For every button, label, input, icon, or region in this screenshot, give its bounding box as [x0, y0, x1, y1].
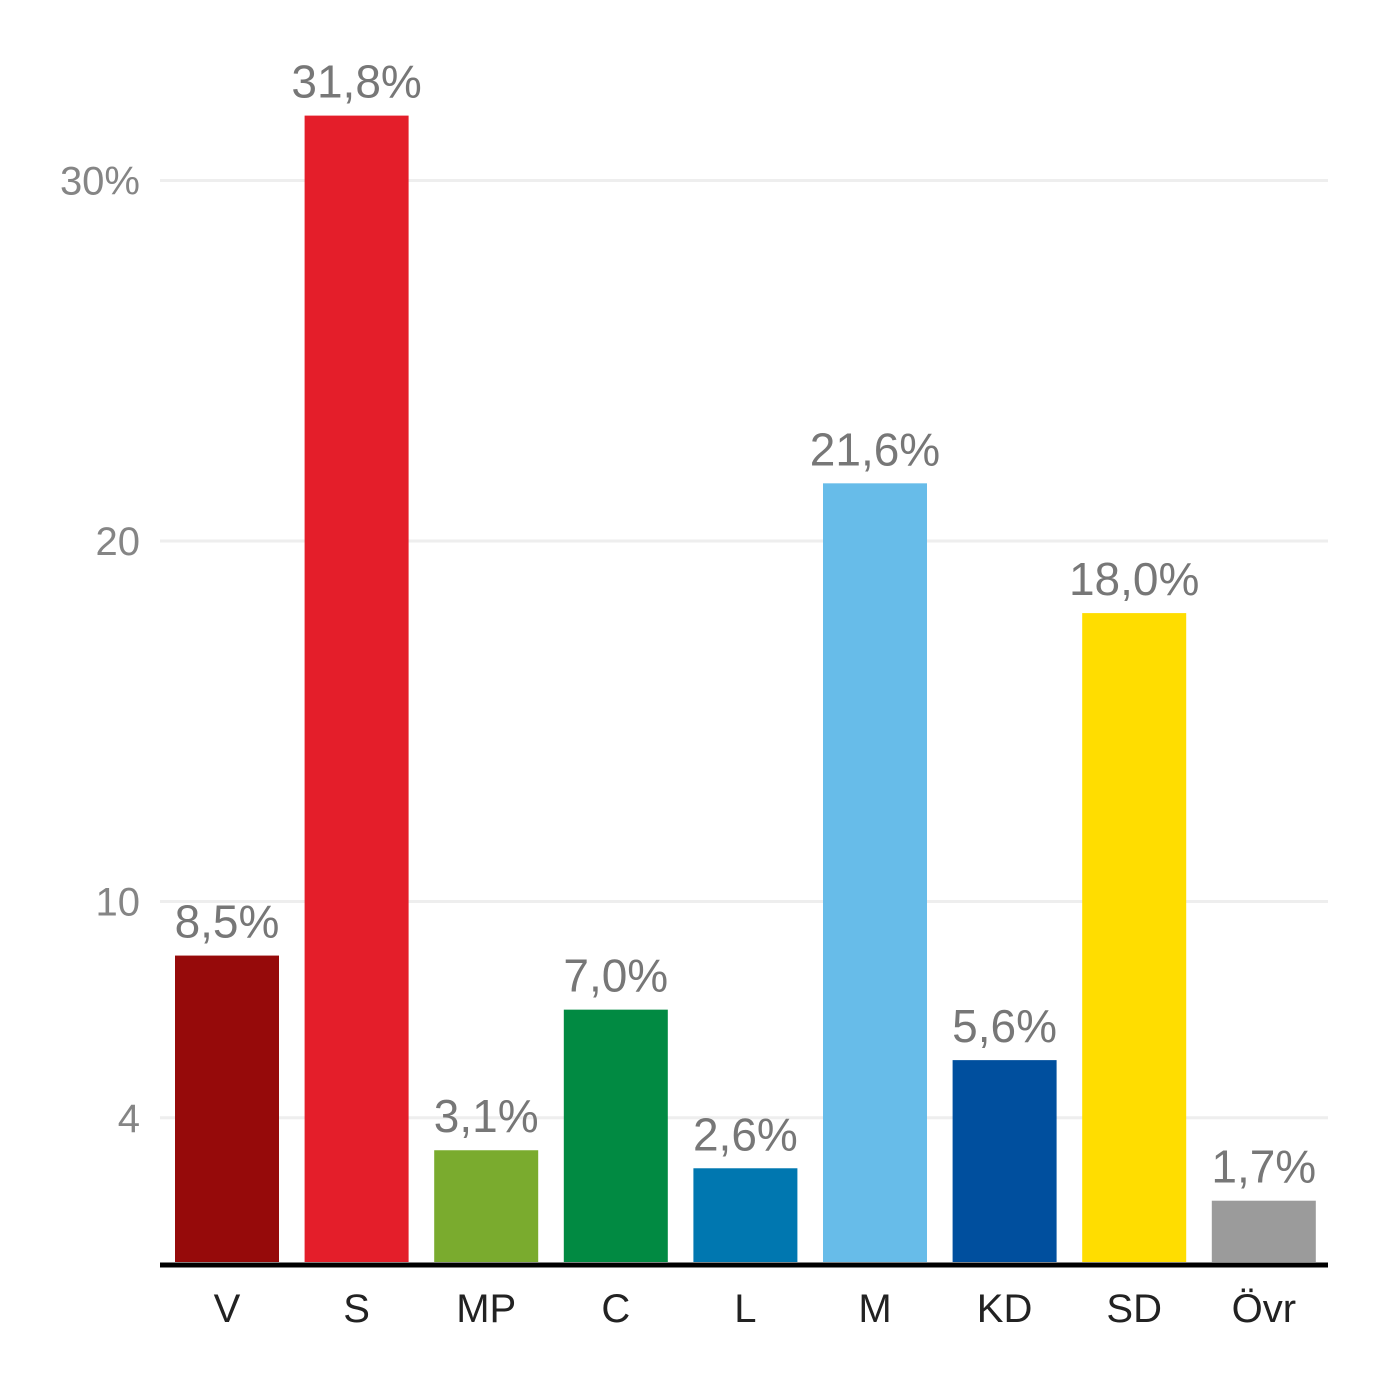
value-label-s: 31,8% — [291, 56, 421, 108]
bar-m — [823, 483, 927, 1262]
category-label-mp: MP — [456, 1287, 516, 1331]
value-label-l: 2,6% — [693, 1108, 798, 1160]
category-label-m: M — [858, 1287, 891, 1331]
y-tick-label: 10 — [96, 881, 141, 925]
y-tick-label: 20 — [96, 520, 141, 564]
bar-mp — [434, 1150, 539, 1262]
bar-v — [175, 955, 279, 1262]
value-labels: 8,5% 31,8% 3,1% 7,0% 2,6% 21,6% 5,6% 18,0% 1,7% — [175, 56, 1317, 1193]
value-label-sd: 18,0% — [1069, 553, 1199, 605]
value-label-vr: 1,7% — [1211, 1141, 1316, 1193]
category-label-vr: Övr — [1232, 1287, 1296, 1331]
x-axis-labels: V S MP C L M KD SD Övr — [214, 1287, 1296, 1331]
value-label-kd: 5,6% — [952, 1000, 1057, 1052]
category-label-v: V — [214, 1287, 241, 1331]
y-tick-label: 4 — [118, 1097, 140, 1141]
category-label-s: S — [343, 1287, 370, 1331]
bar-s — [304, 115, 409, 1263]
bar-kd — [952, 1060, 1057, 1262]
bar-c — [563, 1009, 668, 1262]
bar-l — [693, 1168, 798, 1262]
bars — [175, 115, 1316, 1263]
category-label-sd: SD — [1106, 1287, 1162, 1331]
value-label-v: 8,5% — [175, 896, 280, 948]
value-label-c: 7,0% — [563, 950, 668, 1002]
category-label-l: L — [734, 1287, 756, 1331]
category-label-kd: KD — [977, 1287, 1033, 1331]
bar-vr — [1211, 1200, 1316, 1262]
y-axis-ticks: 4 10 20 30% — [60, 160, 140, 1141]
category-label-c: C — [601, 1287, 630, 1331]
bar-sd — [1082, 613, 1187, 1262]
value-label-m: 21,6% — [810, 423, 940, 475]
y-tick-label: 30% — [60, 160, 140, 204]
value-label-mp: 3,1% — [434, 1090, 539, 1142]
